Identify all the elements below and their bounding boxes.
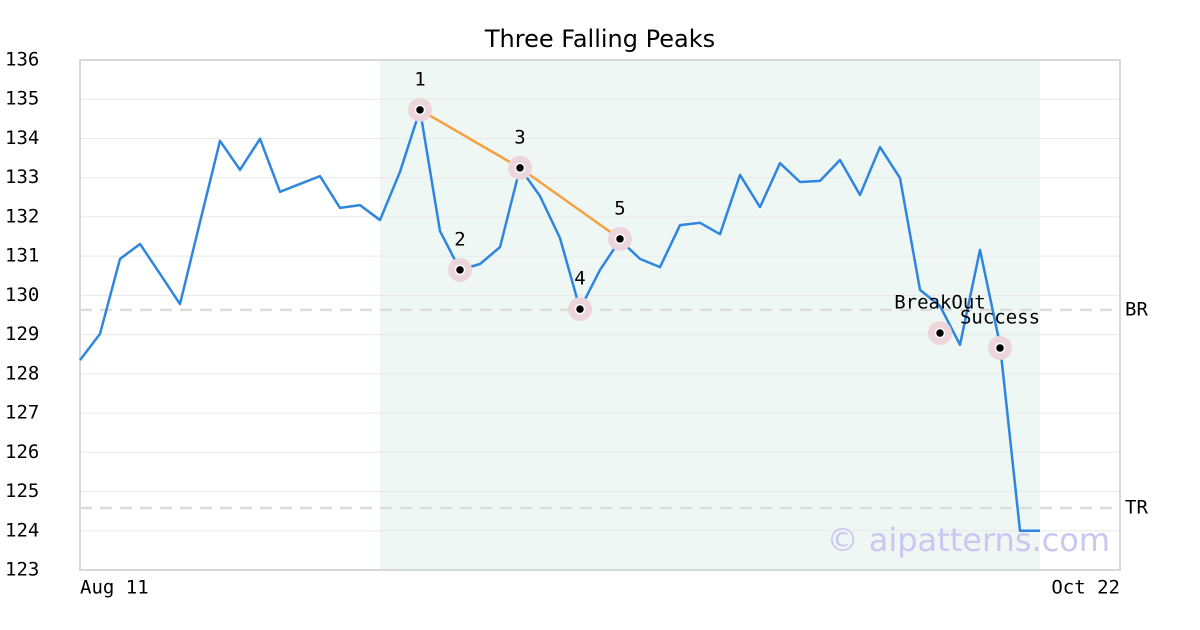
level-label: BR — [1125, 298, 1148, 320]
chart-title: Three Falling Peaks — [484, 25, 715, 53]
y-tick-label: 130 — [5, 284, 39, 306]
y-tick-label: 134 — [5, 127, 39, 149]
marker-label: 1 — [414, 68, 425, 90]
y-tick-label: 129 — [5, 323, 39, 345]
y-tick-label: 125 — [5, 480, 39, 502]
y-tick-label: 131 — [5, 245, 39, 267]
marker-dot — [614, 233, 626, 245]
y-tick-label: 132 — [5, 205, 39, 227]
price-line — [79, 108, 1040, 533]
marker-dot — [574, 303, 586, 315]
y-tick-label: 135 — [5, 88, 39, 110]
marker-label: 2 — [454, 228, 465, 250]
plot-frame — [79, 59, 1121, 571]
marker-label: Success — [960, 306, 1040, 328]
y-tick-label: 123 — [5, 559, 39, 581]
marker-label: 5 — [614, 197, 625, 219]
y-tick-label: 133 — [5, 166, 39, 188]
highlight-band — [380, 60, 1040, 570]
marker-dot — [994, 342, 1006, 354]
marker-label: BreakOut — [894, 292, 986, 314]
y-tick-label: 136 — [5, 49, 39, 71]
x-tick-label: Aug 11 — [80, 577, 149, 599]
y-tick-label: 124 — [5, 519, 39, 541]
marker-dot — [454, 264, 466, 276]
marker-dot — [934, 327, 946, 339]
watermark: © aipatterns.com — [827, 521, 1110, 559]
marker-dot — [514, 162, 526, 174]
marker-dot — [414, 104, 426, 116]
y-tick-label: 128 — [5, 362, 39, 384]
x-tick-label: Oct 22 — [1051, 577, 1120, 599]
y-tick-label: 127 — [5, 402, 39, 424]
marker-label: 3 — [514, 126, 525, 148]
marker-label: 4 — [574, 268, 585, 290]
y-tick-label: 126 — [5, 441, 39, 463]
level-label: TR — [1125, 497, 1148, 519]
